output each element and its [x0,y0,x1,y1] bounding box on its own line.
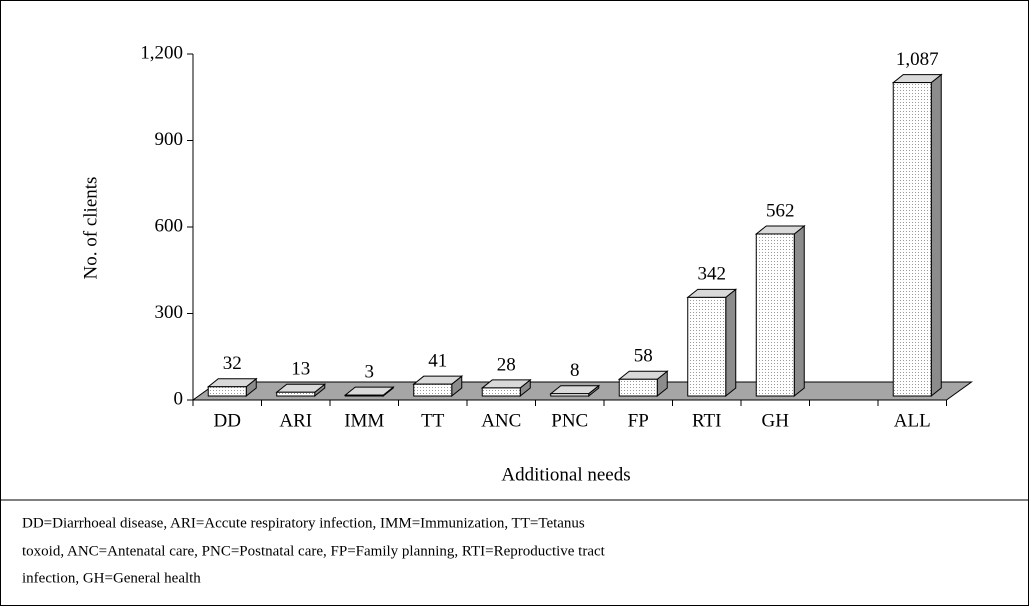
value-label: 58 [634,346,653,367]
x-tick-label: ARI [279,410,312,431]
value-label: 562 [766,200,795,221]
y-tick-label: 0 [174,388,184,409]
bar [755,233,795,397]
y-tick-label: 1,200 [140,42,183,63]
bar [276,391,316,397]
x-tick-label: ANC [481,410,521,431]
x-tick-label: DD [214,410,241,431]
x-axis-label: Additional needs [501,464,630,485]
bar-side [930,73,942,398]
y-tick-label: 300 [155,302,184,323]
y-axis-label: No. of clients [80,177,101,280]
bar [413,383,453,397]
value-label: 28 [497,354,516,375]
value-label: 32 [223,353,242,374]
bar [344,394,384,397]
value-label: 3 [365,361,375,382]
bar-side [725,288,737,398]
value-label: 41 [428,351,447,372]
x-tick-label: FP [628,410,649,431]
value-label: 342 [698,264,727,285]
note-line: DD=Diarrhoeal disease, ARI=Accute respir… [22,515,585,531]
bar [687,296,727,397]
value-label: 13 [291,359,310,380]
bar [207,386,247,397]
y-tick-label: 600 [155,215,184,236]
x-tick-label: ALL [894,410,931,431]
value-label: 8 [570,360,580,381]
bar [892,82,932,397]
x-tick-label: TT [421,410,445,431]
bar [550,393,590,397]
bar [618,378,658,397]
value-label: 1,087 [896,49,939,70]
note-line: toxoid, ANC=Antenatal care, PNC=Postnata… [22,543,606,559]
x-tick-label: RTI [692,410,721,431]
y-tick-label: 900 [155,129,184,150]
x-tick-label: GH [762,410,790,431]
bar [481,387,521,397]
note-line: infection, GH=General health [22,570,201,586]
x-tick-label: IMM [344,410,384,431]
bar-side [793,224,805,398]
x-tick-label: PNC [551,410,588,431]
